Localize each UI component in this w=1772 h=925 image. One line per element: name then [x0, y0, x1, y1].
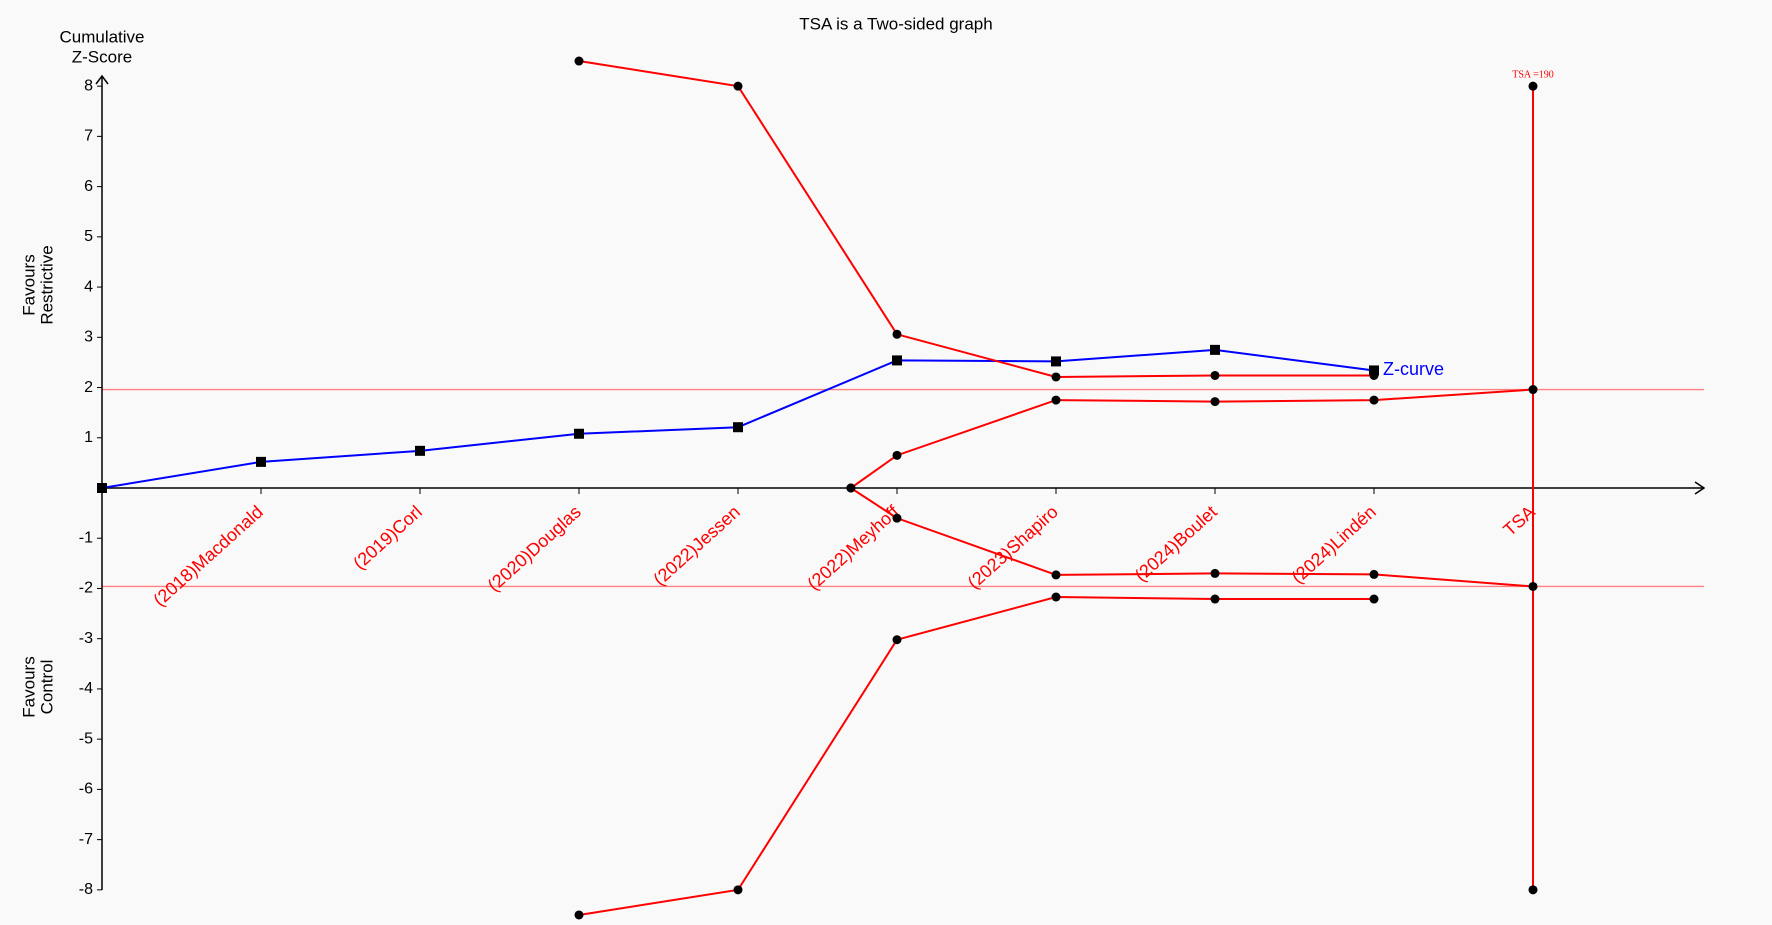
point	[574, 56, 584, 66]
y-tick-label: 1	[84, 429, 93, 446]
point	[1210, 568, 1220, 578]
x-tick-label: (2018)Macdonald	[149, 502, 266, 611]
y-axis-title: Cumulative	[59, 27, 144, 46]
upper-region-label: Favours Restrictive	[19, 245, 56, 324]
point	[1369, 594, 1379, 604]
point	[1210, 594, 1220, 604]
point	[1369, 370, 1379, 380]
x-tick-label: (2022)Jessen	[649, 502, 743, 590]
series-line	[850, 487, 1534, 588]
point	[256, 456, 266, 467]
y-tick-label: -7	[79, 831, 93, 848]
point	[1210, 370, 1220, 380]
y-tick-label: 8	[84, 77, 93, 94]
point	[1210, 344, 1220, 355]
x-axis-arrow	[1694, 481, 1706, 495]
y-tick-label: -6	[79, 781, 93, 798]
point	[892, 355, 902, 366]
point	[1051, 395, 1061, 405]
tsa-annotation: TSA =190	[1512, 69, 1553, 80]
point	[1369, 395, 1379, 405]
point	[1528, 385, 1538, 395]
y-tick-label: 2	[84, 379, 93, 396]
point	[1528, 581, 1538, 591]
point	[1051, 372, 1061, 382]
x-tick-label: (2020)Douglas	[484, 502, 585, 596]
y-axis-arrow	[95, 74, 109, 85]
point	[892, 450, 902, 460]
series-line	[850, 388, 1534, 489]
tsa-end-point	[1528, 885, 1538, 895]
y-tick-label: -5	[79, 730, 93, 747]
y-axis-title: Z-Score	[72, 47, 132, 66]
series-label: Z-curve	[1383, 359, 1444, 379]
point	[574, 428, 584, 439]
point	[733, 885, 743, 895]
region-label-line: Favours	[19, 656, 38, 717]
y-tick-label: 5	[84, 228, 93, 245]
y-tick-label: -3	[79, 630, 93, 647]
y-tick-label: -2	[79, 580, 93, 597]
point	[1051, 592, 1061, 602]
point	[733, 81, 743, 91]
point	[415, 445, 425, 456]
chart-title: TSA is a Two-sided graph	[799, 14, 992, 33]
y-tick-label: 6	[84, 178, 93, 195]
series-line	[101, 348, 1375, 489]
point	[892, 635, 902, 645]
point	[892, 329, 902, 339]
point	[1051, 356, 1061, 367]
point	[733, 422, 743, 433]
series-line	[578, 596, 1374, 916]
x-tick-label: (2022)Meyhoff	[803, 501, 903, 594]
lower-region-label: Favours Control	[19, 656, 56, 717]
region-label-line: Restrictive	[37, 245, 56, 324]
x-tick-label: (2019)Corl	[349, 502, 426, 574]
point	[97, 483, 107, 493]
region-label-line: Favours	[19, 254, 38, 315]
point	[892, 513, 902, 523]
tsa-end-point	[1528, 81, 1538, 91]
point	[1369, 365, 1379, 376]
point	[1051, 570, 1061, 580]
point	[1210, 397, 1220, 407]
y-tick-label: -1	[79, 529, 93, 546]
y-tick-label: 4	[84, 278, 93, 295]
y-tick-label: 3	[84, 329, 93, 346]
series-line	[578, 60, 1374, 378]
point	[846, 483, 856, 493]
y-tick-label: -4	[79, 680, 93, 697]
region-label-line: Control	[37, 660, 56, 715]
point	[1369, 569, 1379, 579]
point	[574, 910, 584, 920]
y-tick-label: -8	[79, 881, 93, 898]
y-tick-label: 7	[84, 128, 93, 145]
